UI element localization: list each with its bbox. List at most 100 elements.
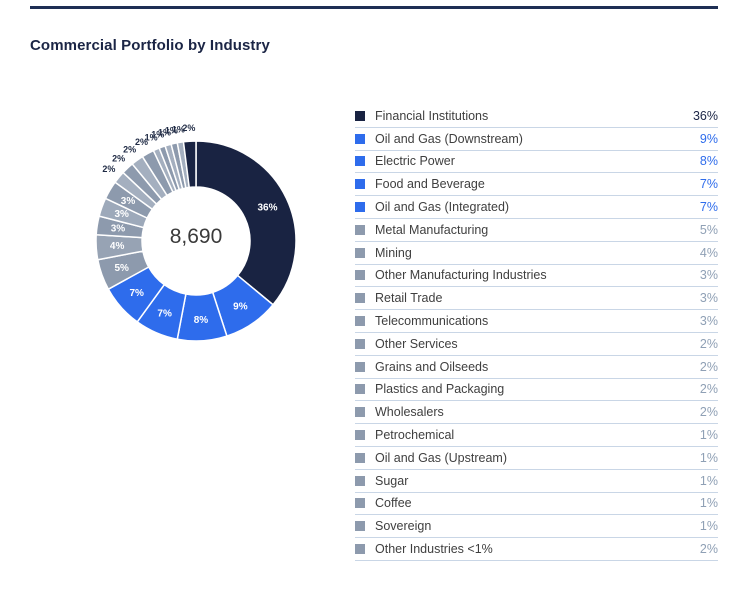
slice-label: 7%	[130, 288, 145, 299]
legend-row: Metal Manufacturing 5%	[355, 219, 718, 242]
legend-value: 2%	[699, 405, 718, 420]
legend-value: 3%	[699, 314, 718, 329]
legend-label: Petrochemical	[375, 428, 455, 443]
legend-value: 1%	[699, 496, 718, 511]
legend-row: Coffee 1%	[355, 493, 718, 516]
legend-swatch-icon	[355, 498, 365, 509]
page-title: Commercial Portfolio by Industry	[30, 37, 270, 55]
slice-label: 1%	[172, 124, 185, 134]
donut-chart-svg: 8,690 36%9%8%7%7%5%4%3%3%3%2%2%2%2%1%1%1…	[95, 123, 297, 342]
legend-row: Oil and Gas (Integrated) 7%	[355, 196, 718, 219]
legend-label: Other Industries <1%	[375, 542, 493, 557]
legend-value: 7%	[699, 177, 718, 192]
slice-label: 1%	[151, 130, 164, 140]
top-divider	[30, 6, 718, 9]
legend-value: 1%	[699, 450, 718, 465]
legend-row: Food and Beverage 7%	[355, 173, 718, 197]
legend-label: Sovereign	[375, 519, 432, 534]
legend-value: 3%	[699, 268, 718, 283]
legend-swatch-icon	[355, 293, 365, 304]
legend-label: Retail Trade	[375, 291, 443, 306]
slice-label: 8%	[194, 315, 209, 326]
slice-label: 3%	[114, 209, 129, 220]
legend-row: Financial Institutions 36%	[355, 105, 718, 128]
legend-row: Grains and Oilseeds 2%	[355, 356, 718, 379]
legend-label: Financial Institutions	[375, 108, 489, 123]
legend-label: Oil and Gas (Integrated)	[375, 200, 510, 215]
legend-label: Other Manufacturing Industries	[375, 268, 547, 283]
legend-value: 2%	[699, 542, 718, 557]
legend-swatch-icon	[355, 407, 365, 418]
legend-label: Plastics and Packaging	[375, 382, 505, 397]
legend-swatch-icon	[355, 430, 365, 441]
legend-swatch-icon	[355, 179, 365, 190]
legend-value: 5%	[699, 222, 718, 237]
legend-swatch-icon	[355, 270, 365, 281]
legend-swatch-icon	[355, 475, 365, 486]
legend-label: Mining	[375, 245, 412, 260]
legend-label: Wholesalers	[375, 405, 444, 420]
legend-value: 7%	[699, 200, 718, 215]
legend-row: Plastics and Packaging 2%	[355, 379, 718, 402]
legend-label: Oil and Gas (Upstream)	[375, 450, 507, 465]
legend-value: 1%	[699, 428, 718, 443]
legend-swatch-icon	[355, 338, 365, 349]
legend-label: Coffee	[375, 496, 412, 511]
legend-row: Sovereign 1%	[355, 515, 718, 539]
legend-value: 8%	[699, 154, 718, 169]
slice-label: 2%	[135, 137, 148, 147]
legend-row: Other Industries <1% 2%	[355, 538, 718, 561]
slice-label: 3%	[111, 224, 126, 235]
slice-label: 2%	[112, 154, 125, 164]
legend-swatch-icon	[355, 133, 365, 144]
legend-swatch-icon	[355, 544, 365, 555]
slice-label: 9%	[233, 301, 248, 312]
legend-label: Telecommunications	[375, 314, 489, 329]
slice-label: 4%	[110, 241, 125, 252]
legend-swatch-icon	[355, 452, 365, 463]
legend-value: 36%	[692, 108, 718, 123]
legend-swatch-icon	[355, 247, 365, 258]
legend-value: 3%	[699, 291, 718, 306]
legend-row: Oil and Gas (Upstream) 1%	[355, 447, 718, 470]
legend-row: Electric Power 8%	[355, 151, 718, 174]
donut-chart: 8,690 36% 9% 8% 7% 7% 5% 4% 3% 3% 3% 2% 2% 2% 2% 1% 1% 1…	[48, 93, 344, 389]
legend-row: Wholesalers 2%	[355, 401, 718, 425]
legend-label: Other Services	[375, 336, 458, 351]
legend-label: Oil and Gas (Downstream)	[375, 131, 523, 146]
legend-value: 2%	[699, 336, 718, 351]
legend-swatch-icon	[355, 110, 365, 121]
legend-row: Mining 4%	[355, 242, 718, 265]
legend-value: 2%	[699, 359, 718, 374]
donut-slice	[195, 140, 297, 306]
legend-value: 2%	[699, 382, 718, 397]
legend-label: Sugar	[375, 473, 409, 488]
legend-label: Grains and Oilseeds	[375, 359, 489, 374]
legend-swatch-icon	[355, 202, 365, 213]
legend-label: Electric Power	[375, 154, 455, 169]
legend: Financial Institutions 36% Oil and Gas (Do…	[355, 105, 718, 561]
legend-swatch-icon	[355, 224, 365, 235]
slice-label: 1%	[165, 126, 178, 136]
legend-row: Other Services 2%	[355, 333, 718, 356]
donut-center-label: 8,690	[170, 225, 223, 248]
legend-row: Other Manufacturing Industries 3%	[355, 265, 718, 288]
slice-label: 1%	[158, 127, 171, 137]
legend-row: Telecommunications 3%	[355, 310, 718, 333]
legend-row: Retail Trade 3%	[355, 287, 718, 311]
legend-value: 1%	[699, 473, 718, 488]
legend-swatch-icon	[355, 361, 365, 372]
legend-swatch-icon	[355, 384, 365, 395]
legend-swatch-icon	[355, 156, 365, 167]
legend-row: Petrochemical 1%	[355, 424, 718, 447]
legend-value: 9%	[699, 131, 718, 146]
slice-label: 5%	[114, 263, 129, 274]
donut-slice	[182, 140, 197, 189]
slice-label: 3%	[121, 196, 136, 207]
legend-row: Oil and Gas (Downstream) 9%	[355, 128, 718, 151]
slice-label: 7%	[157, 309, 172, 320]
slice-label: 2%	[123, 145, 136, 155]
legend-value: 1%	[699, 519, 718, 534]
legend-label: Food and Beverage	[375, 177, 485, 192]
legend-swatch-icon	[355, 521, 365, 532]
